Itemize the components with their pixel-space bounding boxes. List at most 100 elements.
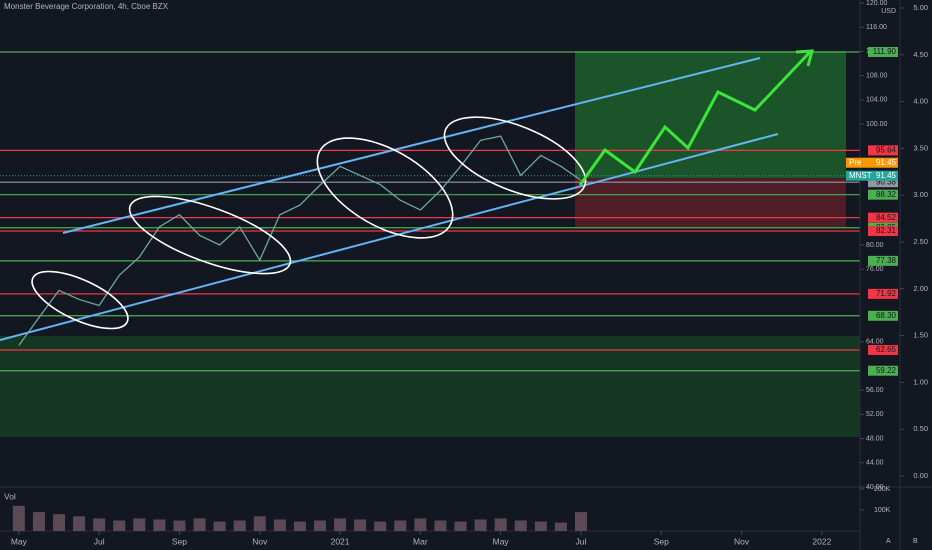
level-tag (868, 344, 898, 355)
ellipse (31, 270, 129, 330)
level-tag (868, 310, 898, 321)
volume-bar (434, 520, 447, 531)
level-tag (868, 177, 898, 188)
tag-value: 91.45 (876, 171, 897, 180)
level-tag (868, 365, 898, 376)
y-tick-label: 80.00 (866, 242, 884, 249)
level-label: 111.90 (873, 47, 897, 56)
volume-bar (334, 518, 347, 531)
volume-bar (12, 505, 25, 531)
x-tick-label: Jul (94, 536, 105, 546)
level-tag (868, 212, 898, 223)
tag-name: Pre (849, 158, 862, 167)
y2-tick-label: 0.00 (913, 471, 928, 480)
volume-bar (273, 519, 286, 531)
y2-tick-label: 4.00 (913, 97, 928, 106)
level-label: 77.38 (876, 256, 897, 265)
volume-bar (193, 518, 206, 531)
channel-lower (0, 133, 779, 341)
y-tick-label: 108.00 (866, 72, 888, 79)
channel-upper (62, 57, 761, 234)
ellipse (128, 195, 292, 275)
tag-box (846, 157, 898, 168)
axis-mode[interactable]: B (913, 538, 918, 545)
axis-mode[interactable]: A (886, 538, 891, 545)
volume-bar (113, 520, 126, 531)
level-tag (868, 255, 898, 266)
ellipse (443, 116, 587, 200)
vol-tick-label: 100K (874, 507, 891, 514)
x-tick-label: 2021 (331, 536, 350, 546)
volume-bar (574, 512, 587, 531)
volume-bar (153, 519, 166, 531)
y-tick-label: 52.00 (866, 411, 884, 418)
volume-bar (474, 519, 487, 531)
x-tick-label: May (11, 536, 28, 546)
stop-zone (575, 178, 846, 228)
level-tag (868, 288, 898, 299)
level-tag (868, 47, 898, 58)
volume-bar (253, 516, 266, 531)
y-tick-label: 44.00 (866, 460, 884, 467)
volume-bar (414, 518, 427, 531)
volume-bar (233, 520, 246, 531)
tag-value: 91.45 (876, 158, 897, 167)
volume-bar (394, 520, 407, 531)
price-line (18, 135, 582, 346)
currency: USD (881, 8, 896, 15)
y2-tick-label: 0.50 (913, 424, 928, 433)
level-tag (868, 145, 898, 156)
x-tick-label: Sep (654, 536, 669, 546)
volume-bar (514, 520, 527, 531)
level-label: 71.92 (876, 289, 897, 298)
volume-bar (293, 521, 306, 531)
level-label: 90.38 (876, 177, 897, 186)
x-tick-label: Mar (413, 536, 428, 546)
projection-arrow (578, 50, 812, 186)
y2-tick-label: 1.50 (913, 331, 928, 340)
level-label: 88.32 (876, 190, 897, 199)
y2-tick-label: 3.00 (913, 190, 928, 199)
y-tick-label: 104.00 (866, 97, 888, 104)
volume-bar (534, 521, 547, 531)
demand-zone (0, 336, 860, 437)
y-tick-label: 100.00 (866, 121, 888, 128)
level-label: 84.52 (876, 213, 897, 222)
volume-bar (133, 518, 146, 531)
volume-bar (454, 521, 467, 531)
x-tick-label: Sep (172, 536, 187, 546)
chart-title: Monster Beverage Corporation, 4h, Cboe B… (4, 2, 169, 11)
y2-tick-label: 4.50 (913, 50, 928, 59)
level-label: 95.64 (876, 145, 897, 154)
volume-bar (53, 514, 66, 531)
volume-bar (354, 519, 367, 531)
level-label: 59.22 (876, 366, 897, 375)
x-tick-label: May (493, 536, 510, 546)
volume-label: Vol (4, 491, 16, 501)
level-label: 62.65 (876, 345, 897, 354)
vol-tick-label: 200K (874, 486, 891, 493)
volume-bar (173, 520, 186, 531)
level-label: 68.30 (876, 311, 897, 320)
arrow-head (795, 49, 814, 67)
y2-tick-label: 2.50 (913, 237, 928, 246)
y-tick-label: 48.00 (866, 435, 884, 442)
volume-bar (313, 520, 326, 531)
ellipse (316, 137, 454, 239)
annotations (31, 116, 587, 330)
y-tick-label: 120.00 (866, 0, 888, 7)
volume-bar (73, 516, 86, 531)
level-label: 82.31 (876, 226, 897, 235)
y2-tick-label: 5.00 (913, 3, 928, 12)
y2-tick-label: 1.00 (913, 377, 928, 386)
volume-bar (32, 512, 45, 531)
level-tag (868, 226, 898, 237)
y2-tick-label: 3.50 (913, 143, 928, 152)
level-tag (868, 189, 898, 200)
y2-tick-label: 2.00 (913, 284, 928, 293)
y-tick-label: 116.00 (866, 24, 887, 31)
tag-name: MNST (849, 171, 872, 180)
x-tick-label: Nov (734, 536, 750, 546)
x-tick-label: Nov (252, 536, 268, 546)
